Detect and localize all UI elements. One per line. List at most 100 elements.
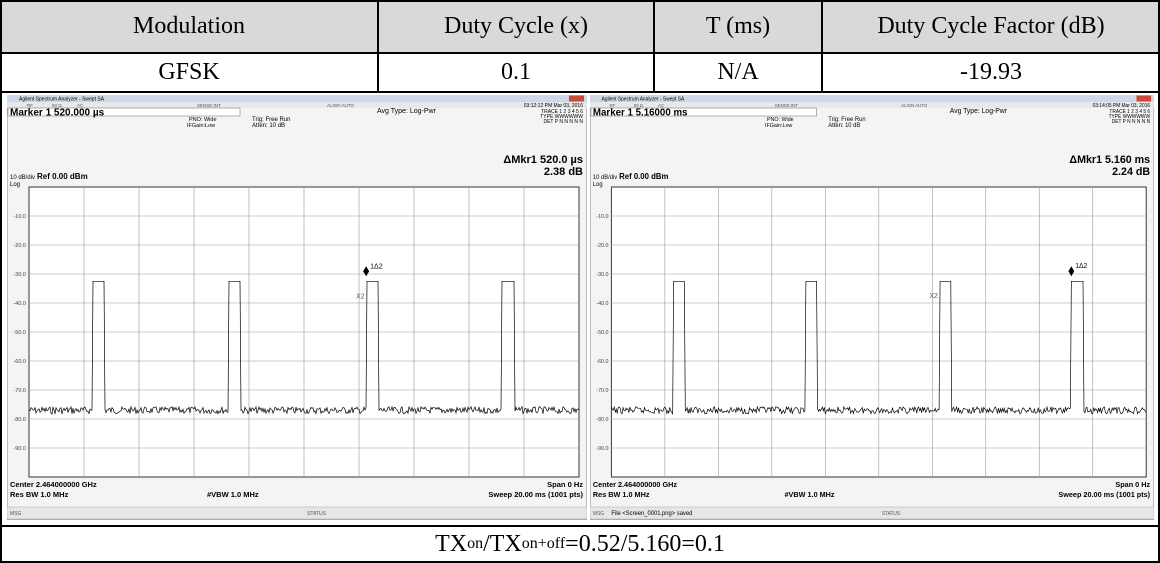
screen-text: MSG — [10, 511, 22, 517]
screen-text: PNO: Wide — [189, 117, 217, 123]
screen-text: Res BW 1.0 MHz — [10, 490, 69, 499]
screen-text: -20.0 — [596, 243, 608, 249]
screen-text: File <Screen_0001.png> saved — [611, 511, 692, 517]
formula-sub: on+off — [521, 535, 566, 552]
screen-text: 2.38 dB — [544, 166, 583, 178]
title-bar — [590, 95, 1154, 102]
screen-text: AC — [77, 103, 84, 108]
marker-diamond — [1068, 266, 1075, 277]
screen-text: AC — [658, 103, 665, 108]
screen-text: Ref 0.00 dBm — [37, 172, 88, 181]
screen-text: -60.0 — [596, 359, 608, 365]
screen-text: Center 2.464000000 GHz — [10, 480, 97, 489]
screen-text: Center 2.464000000 GHz — [593, 480, 677, 489]
header-cell: Modulation — [0, 0, 378, 53]
screen-text: RF — [27, 103, 33, 108]
screen-text: DET P N N N N N — [543, 119, 583, 125]
table-cell: 0.1 — [501, 59, 531, 85]
screen-text: TRACE 1 2 3 4 5 6 — [1109, 109, 1150, 115]
border — [1158, 0, 1160, 563]
screen-text: -70.0 — [13, 388, 26, 394]
screen-text: Trig: Free Run — [252, 117, 290, 123]
screen-text: IFGain:Low — [765, 123, 792, 129]
screen-text: 1Δ2 — [1075, 263, 1087, 270]
screen-text: -80.0 — [13, 417, 26, 423]
formula: TX on/TX on+off =0.52/5.160=0.1 — [0, 526, 1160, 562]
status-row — [7, 102, 587, 108]
screen-text: SENSE:INT — [197, 103, 221, 108]
screen-text: 10 dB/div — [593, 175, 617, 181]
screen-text: ΔMkr1 5.160 ms — [1069, 154, 1150, 166]
screen-text: #VBW 1.0 MHz — [207, 490, 259, 499]
screen-text: Marker 1 5.16000 ms — [593, 107, 688, 118]
screen-text: 1Δ2 — [370, 263, 383, 270]
screen-text: STATUS — [882, 511, 901, 517]
screen-text: ΔMkr1 520.0 µs — [503, 154, 583, 166]
screen-text: #VBW 1.0 MHz — [784, 490, 834, 499]
screen-text: -90.0 — [596, 446, 608, 452]
screen-text: -20.0 — [13, 243, 26, 249]
screen-text: DET P N N N N N — [1112, 119, 1151, 125]
screen-text: Agilent Spectrum Analyzer - Swept SA — [602, 96, 685, 102]
marker-diamond — [363, 266, 370, 277]
msg-bar — [590, 506, 1154, 520]
screen-text: -70.0 — [596, 388, 608, 394]
screen-text: Res BW 1.0 MHz — [593, 490, 650, 499]
screen-text: MSG — [593, 511, 604, 517]
screen-text: -40.0 — [596, 301, 608, 307]
screen-text: X2 — [930, 293, 938, 300]
screen-text: -90.0 — [13, 446, 26, 452]
screen-text: Sweep 20.00 ms (1001 pts) — [488, 490, 583, 499]
screen-text: TYPE WWWWWW — [540, 114, 583, 120]
screen-text: Avg Type: Log-Pwr — [377, 108, 437, 115]
screen-text: -30.0 — [596, 272, 608, 278]
screen-text: IFGain:Low — [187, 123, 215, 129]
screen-text: TRACE 1 2 3 4 5 6 — [541, 109, 583, 115]
screen-text: Span 0 Hz — [1115, 480, 1150, 489]
screen-text: ALIGN AUTO — [901, 103, 928, 108]
marker-box — [590, 107, 817, 117]
trace — [611, 280, 1147, 416]
marker-box — [7, 107, 241, 117]
screen-text: -50.0 — [13, 330, 26, 336]
table-cell: -19.93 — [960, 59, 1022, 85]
title-bar — [7, 95, 587, 102]
screen-text: STATUS — [307, 511, 327, 517]
formula-text: /TX — [483, 530, 522, 557]
screen-text: ALIGN AUTO — [327, 103, 354, 108]
screen-text: TYPE WWWWWW — [1109, 114, 1151, 120]
screen-text: PNO: Wide — [767, 117, 794, 123]
border — [0, 0, 2, 563]
screen-text: Ref 0.00 dBm — [619, 172, 668, 181]
formula-text: =0.52/5.160=0.1 — [565, 530, 725, 557]
formula-sub: on — [467, 535, 484, 552]
screen-text: -60.0 — [13, 359, 26, 365]
screen-text: Sweep 20.00 ms (1001 pts) — [1058, 490, 1150, 499]
screen-text: Marker 1 520.000 µs — [10, 108, 105, 119]
screen-text: Trig: Free Run — [828, 117, 865, 123]
screen-text: -40.0 — [13, 301, 26, 307]
border — [377, 0, 379, 92]
screen-text: -10.0 — [13, 214, 26, 220]
border — [0, 0, 1160, 2]
border — [0, 525, 1160, 527]
screen-text: 03:12:12 PM Mar 03, 2016 — [524, 103, 583, 109]
border — [821, 0, 823, 92]
screen-text: SENSE:INT — [775, 103, 798, 108]
screen-text: -10.0 — [596, 214, 608, 220]
close-button — [569, 95, 584, 102]
screen-text: 10 dB/div — [10, 175, 35, 181]
screen-text: RF — [609, 103, 615, 108]
screen-text: Atten: 10 dB — [828, 123, 860, 129]
close-button — [1136, 95, 1152, 102]
trace — [28, 280, 580, 415]
header-cell: T (ms) — [654, 0, 822, 53]
table-cell: GFSK — [158, 59, 220, 85]
screen-text: -80.0 — [596, 417, 608, 423]
status-row — [590, 102, 1154, 108]
screen-text: Log — [593, 182, 603, 188]
screen-text: Agilent Spectrum Analyzer - Swept SA — [19, 97, 105, 103]
